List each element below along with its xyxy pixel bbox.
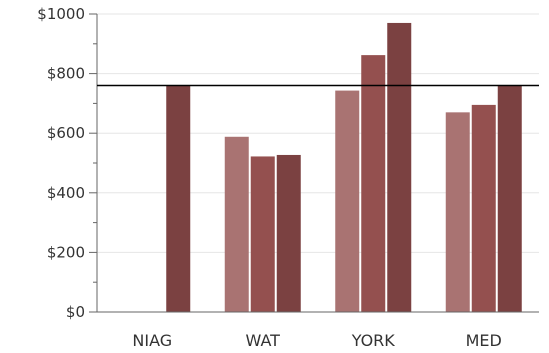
- x-category-label: NIAG: [132, 331, 172, 350]
- bar: [446, 112, 470, 312]
- y-tick-label: $400: [47, 184, 85, 202]
- y-axis: $0 $200 $400 $600 $800 $1000: [37, 5, 97, 321]
- y-tick-label: $1000: [37, 5, 85, 23]
- y-tick-label: $800: [47, 65, 85, 83]
- bar: [166, 86, 190, 312]
- x-category-label: YORK: [351, 331, 396, 350]
- bar: [335, 91, 359, 312]
- bar: [472, 105, 496, 312]
- y-tick-label: $600: [47, 124, 85, 142]
- bar: [277, 155, 301, 312]
- x-category-label: WAT: [246, 331, 281, 350]
- bar: [498, 86, 522, 312]
- y-tick-label: $200: [47, 243, 85, 261]
- bar: [251, 156, 275, 312]
- bar: [387, 23, 411, 312]
- bars: [166, 23, 522, 312]
- x-category-label: MED: [466, 331, 502, 350]
- bar: [361, 55, 385, 312]
- x-axis: NIAG WAT YORK MED: [97, 312, 539, 350]
- y-tick-label: $0: [66, 303, 85, 321]
- bar: [225, 137, 249, 312]
